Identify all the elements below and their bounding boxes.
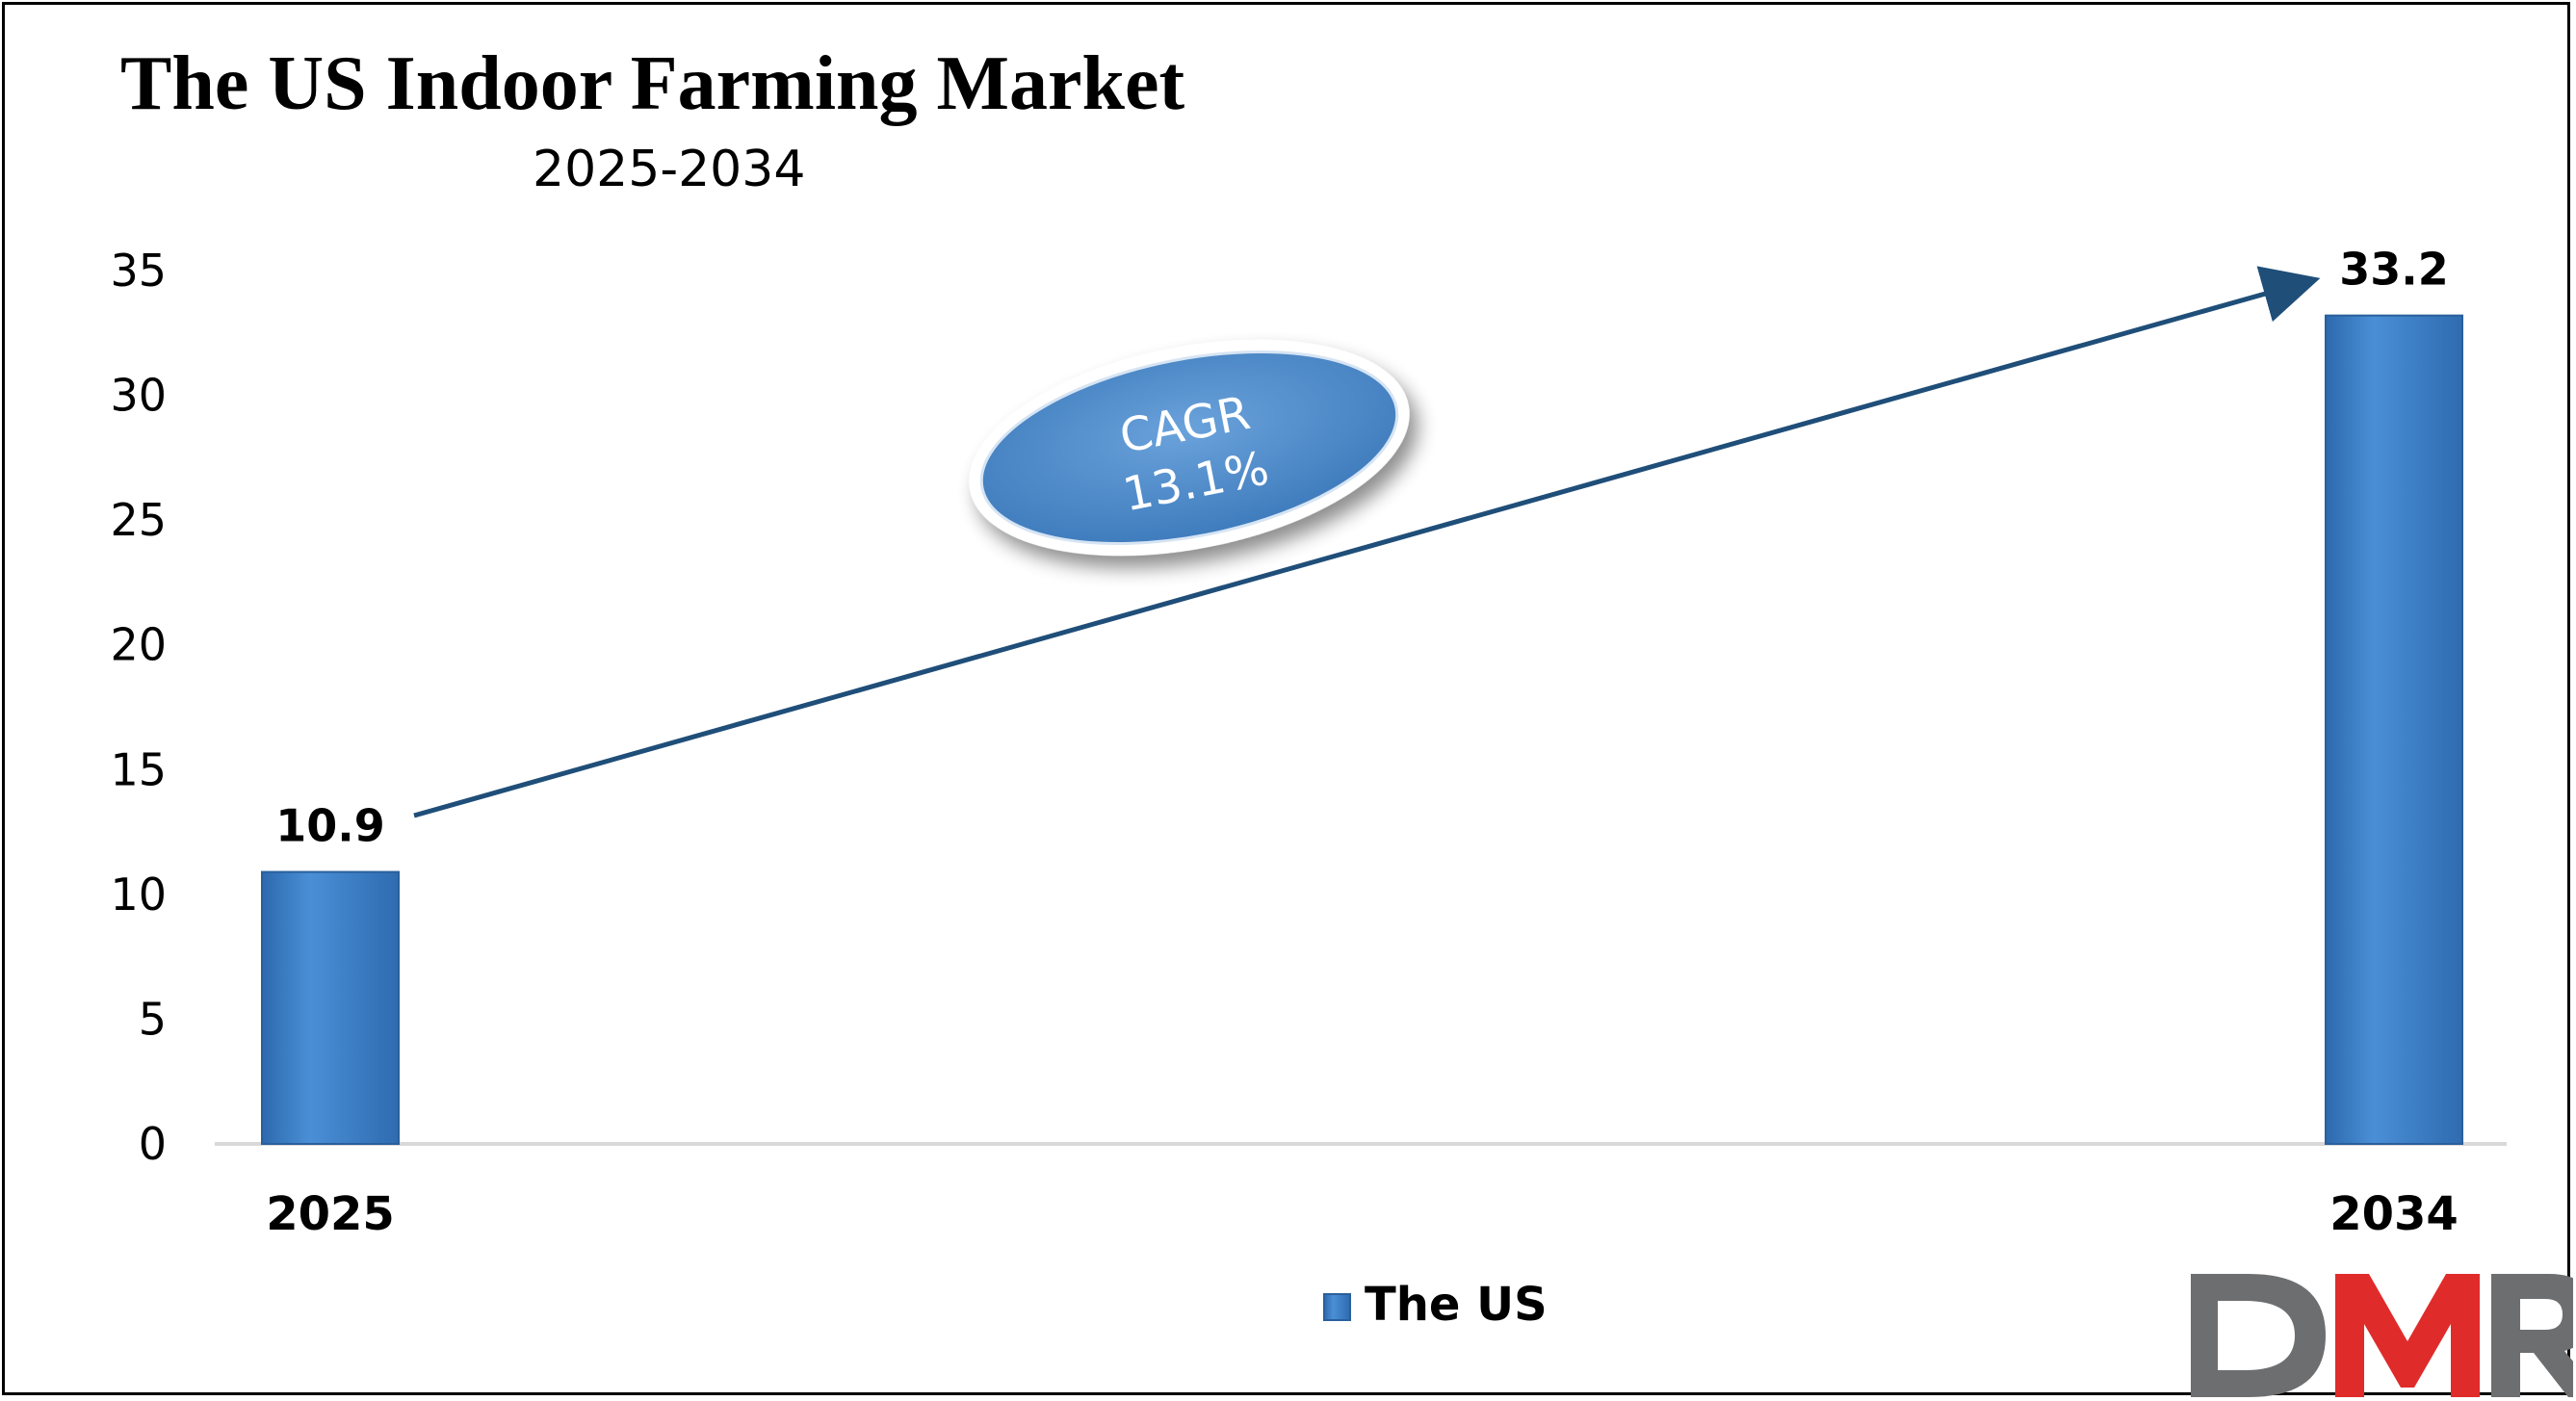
y-axis: 0 5 10 15 20 25 30 35 <box>110 245 167 1170</box>
data-label-2034: 33.2 <box>2339 244 2449 296</box>
cagr-callout: CAGR 13.1% <box>969 339 1410 557</box>
y-tick-label: 5 <box>139 993 167 1045</box>
y-tick-label: 35 <box>110 245 167 297</box>
x-axis: 2025 2034 <box>266 1187 2459 1241</box>
logo-r <box>2491 1274 2573 1397</box>
chart-subtitle: 2025-2034 <box>533 141 805 198</box>
x-tick-label-2025: 2025 <box>266 1187 395 1241</box>
x-tick-label-2034: 2034 <box>2329 1187 2459 1241</box>
y-tick-label: 25 <box>110 494 167 546</box>
legend-label: The US <box>1365 1278 1548 1332</box>
bars: 10.9 33.2 <box>261 244 2463 1146</box>
bar-2034 <box>2325 314 2463 1146</box>
y-tick-label: 30 <box>110 370 167 422</box>
legend: The US <box>1323 1278 1548 1332</box>
y-tick-label: 20 <box>110 619 167 671</box>
chart-title: The US Indoor Farming Market <box>120 41 1185 126</box>
y-tick-label: 0 <box>139 1118 167 1170</box>
y-tick-label: 10 <box>110 869 167 921</box>
growth-arrow <box>413 266 2321 818</box>
y-tick-label: 15 <box>110 743 167 795</box>
logo-d <box>2191 1274 2326 1397</box>
data-label-2025: 10.9 <box>275 800 385 852</box>
logo-m <box>2335 1274 2480 1397</box>
chart-canvas: The US Indoor Farming Market 2025-2034 0… <box>110 41 2573 1397</box>
dmr-logo <box>2191 1274 2573 1397</box>
legend-swatch <box>1323 1293 1351 1321</box>
bar-2025 <box>261 870 400 1146</box>
